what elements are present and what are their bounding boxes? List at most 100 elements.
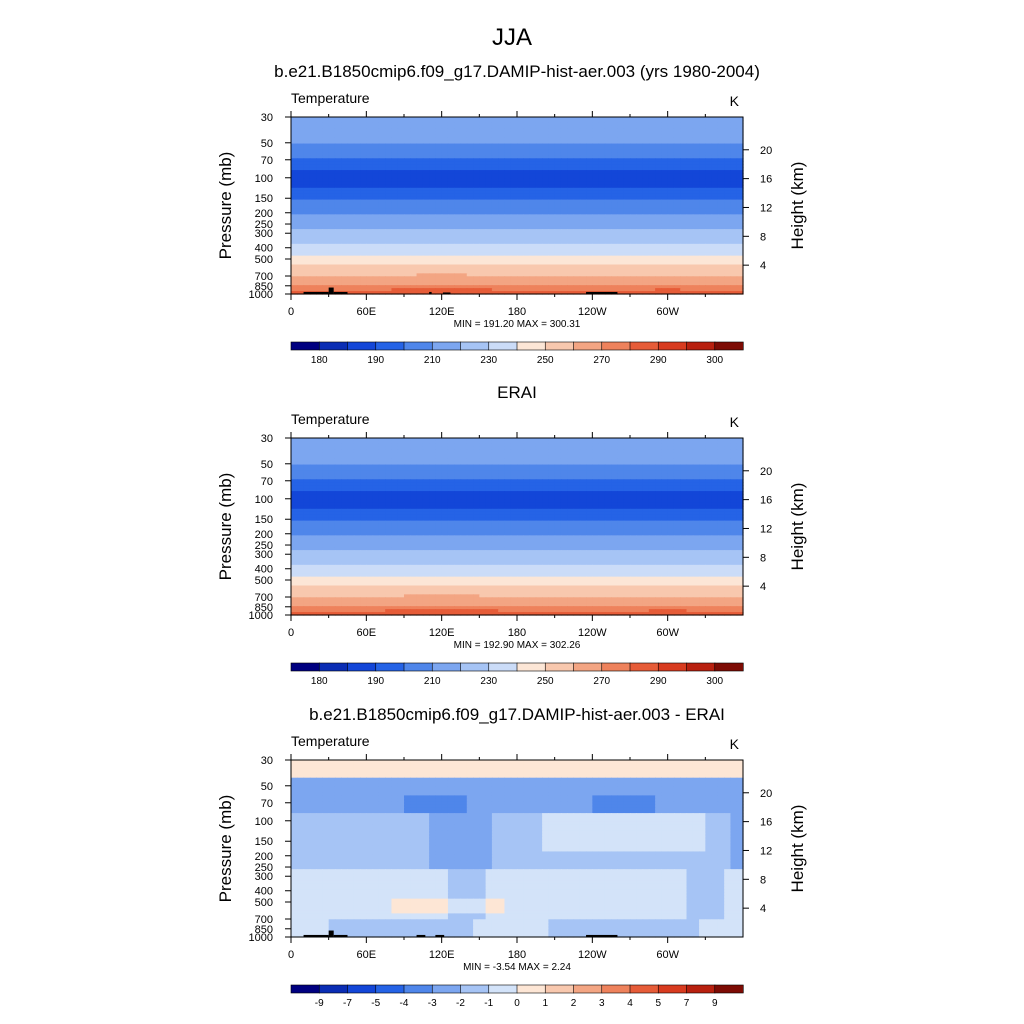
contour-cell [441,279,449,283]
contour-cell [454,273,462,277]
contour-cell [611,285,619,289]
contour-cell [309,279,317,283]
contour-cell [604,158,612,162]
contour-cell [598,125,606,130]
contour-cell [642,140,650,145]
contour-cell [648,226,656,230]
contour-cell [692,449,700,454]
contour-cell [460,164,468,168]
contour-cell [560,152,568,156]
contour-cell [667,146,675,151]
contour-cell [385,226,393,230]
contour-cell [598,193,606,198]
contour-cell [623,117,631,121]
contour-cell [611,276,619,280]
contour-cell [705,122,713,127]
contour-cell [686,232,694,236]
contour-cell [730,443,738,448]
contour-cell [510,282,518,286]
contour-cell [491,202,499,207]
contour-cell [447,167,455,171]
contour-cell [309,449,317,454]
contour-cell [309,128,317,133]
contour-cell [435,196,443,201]
contour-cell [598,232,606,236]
contour-cell [322,170,330,174]
contour-cell [579,131,587,136]
contour-cell [554,246,562,251]
contour-cell [397,449,405,454]
contour-cell [630,187,637,192]
contour-cell [334,273,342,277]
contour-cell [523,202,531,207]
contour-cell [291,449,298,454]
contour-cell [724,170,732,174]
contour-cell [699,237,706,242]
contour-cell [667,131,675,136]
contour-cell [661,137,669,142]
contour-cell [391,232,399,236]
contour-cell [661,223,669,227]
contour-cell [479,205,487,210]
contour-cell [378,440,386,445]
contour-cell [473,232,480,236]
contour-cell [466,170,474,174]
contour-cell [586,152,593,156]
contour-cell [680,146,688,151]
contour-cell [447,173,455,177]
contour-cell [341,446,349,451]
contour-cell [573,211,581,215]
contour-cell [341,438,349,442]
contour-cell [705,249,713,254]
contour-cell [560,237,568,242]
contour-cell [322,288,330,292]
contour-cell [667,452,675,457]
contour-cell [592,176,600,180]
contour-cell [422,158,430,162]
contour-cell [309,438,317,442]
contour-cell [397,223,405,227]
contour-cell [410,152,418,156]
contour-cell [347,237,355,242]
contour-cell [529,181,537,186]
contour-cell [510,446,518,451]
contour-cell [630,208,637,212]
contour-cell [466,143,474,148]
contour-cell [454,122,462,127]
contour-cell [548,220,556,224]
contour-cell [630,190,637,195]
contour-cell [523,193,531,198]
contour-cell [736,449,744,454]
contour-cell [535,214,543,218]
contour-cell [680,276,688,280]
contour-cell [673,232,681,236]
contour-cell [491,187,499,192]
contour-cell [517,279,524,283]
contour-cell [573,128,581,133]
contour-cell [673,273,681,277]
contour-cell [447,152,455,156]
contour-cell [692,282,700,286]
contour-cell [435,223,443,227]
contour-cell [636,276,644,280]
contour-cell [630,161,637,165]
contour-cell [730,128,738,133]
contour-cell [366,149,374,153]
contour-cell [416,288,424,292]
contour-cell [372,258,380,263]
contour-cell [360,137,367,142]
contour-cell [397,455,405,460]
contour-cell [372,181,380,186]
contour-cell [341,181,349,186]
contour-cell [655,205,662,210]
contour-cell [404,164,411,168]
contour-cell [491,181,499,186]
contour-cell [598,164,606,168]
contour-cell [736,187,744,192]
contour-cell [560,164,568,168]
contour-cell [673,199,681,204]
contour-cell [479,279,487,283]
contour-cell [297,455,305,460]
contour-cell [397,143,405,148]
